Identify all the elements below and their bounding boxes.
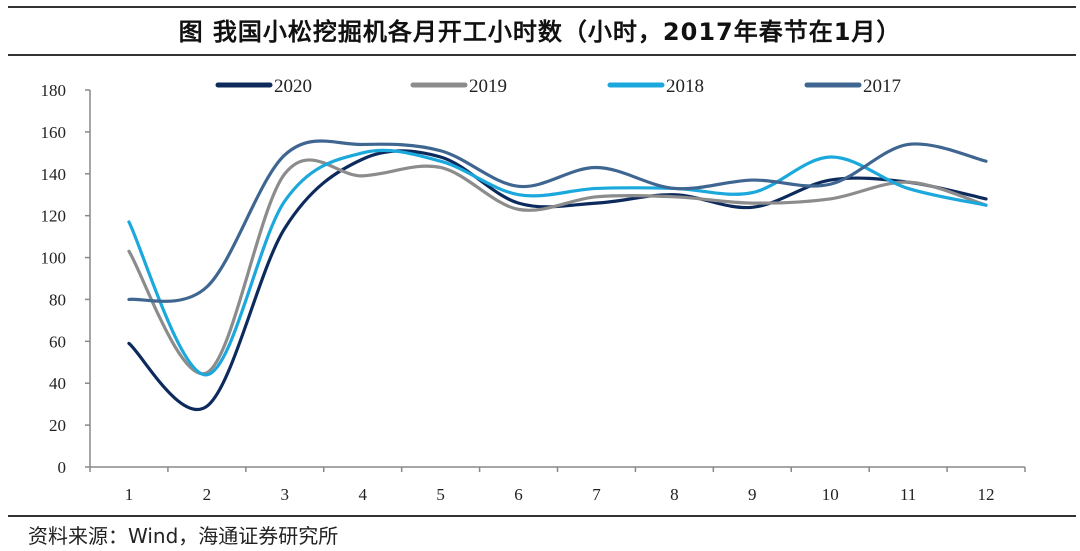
top-rule [8,6,1076,8]
y-tick-label: 0 [58,458,67,477]
legend-label-2017: 2017 [863,76,901,97]
chart-title: 图 我国小松挖掘机各月开工小时数（小时，2017年春节在1月） [178,18,902,46]
x-tick-label: 3 [281,485,290,504]
y-tick-label: 80 [49,290,66,309]
legend-label-2019: 2019 [469,76,507,97]
x-tick-label: 4 [358,485,367,504]
series-line-2018 [127,148,988,377]
y-tick-label: 40 [49,374,66,393]
y-tick-label: 140 [41,165,67,184]
x-tick-label: 6 [514,485,523,504]
y-tick-label: 20 [49,416,66,435]
y-tick-label: 160 [41,123,67,142]
series-line-2019 [127,158,988,376]
y-tick-label: 100 [41,249,67,268]
x-tick-label: 1 [125,485,134,504]
legend-label-2018: 2018 [666,76,704,97]
y-tick-label: 120 [41,207,67,226]
x-tick-label: 10 [822,485,839,504]
x-tick-label: 8 [670,485,679,504]
bottom-rule [8,515,1076,517]
x-tick-label: 11 [900,485,916,504]
series-line-2017 [127,139,988,304]
y-tick-label: 60 [49,332,66,351]
x-tick-label: 7 [592,485,601,504]
title-rule [8,54,1076,56]
source-note: 资料来源：Wind，海通证券研究所 [28,524,339,548]
x-tick-label: 12 [978,485,995,504]
legend-label-2020: 2020 [274,76,312,97]
x-tick-label: 9 [748,485,757,504]
x-tick-label: 5 [436,485,445,504]
y-tick-label: 180 [41,81,67,100]
series-line-2020 [127,149,988,411]
x-tick-label: 2 [203,485,212,504]
